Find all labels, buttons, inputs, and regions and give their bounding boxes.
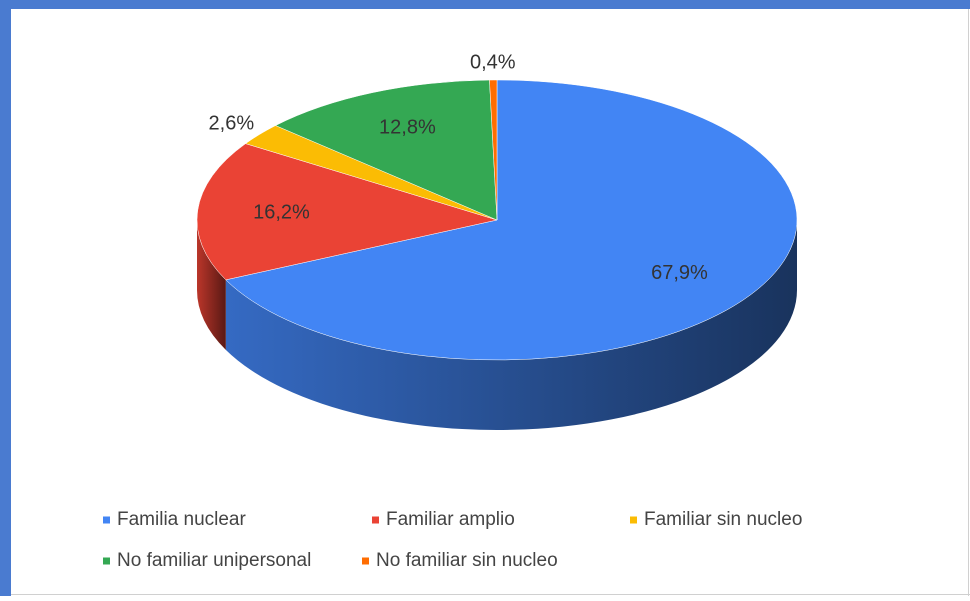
frame-left [0, 0, 11, 596]
legend-label: Familia nuclear [117, 509, 246, 530]
legend-marker [103, 516, 110, 524]
legend-label: Familiar sin nucleo [644, 509, 802, 530]
legend-marker [103, 557, 110, 565]
slice [196, 143, 498, 281]
slice [225, 79, 798, 361]
legend-label: Familiar amplio [386, 509, 515, 530]
data-label: 2,6% [209, 112, 255, 134]
data-label: 0,4% [470, 51, 516, 73]
frame-top [0, 0, 970, 9]
data-label: 12,8% [379, 117, 436, 139]
slice-side [225, 220, 797, 430]
data-label: 67,9% [651, 262, 708, 284]
slice-side [197, 220, 226, 350]
slice [274, 79, 498, 221]
legend-marker [372, 516, 379, 524]
legend-marker [630, 516, 637, 524]
legend-marker [362, 557, 369, 565]
data-label: 16,2% [253, 201, 310, 223]
slice [489, 79, 498, 221]
legend-label: No familiar unipersonal [117, 550, 311, 571]
legend-label: No familiar sin nucleo [376, 550, 558, 571]
